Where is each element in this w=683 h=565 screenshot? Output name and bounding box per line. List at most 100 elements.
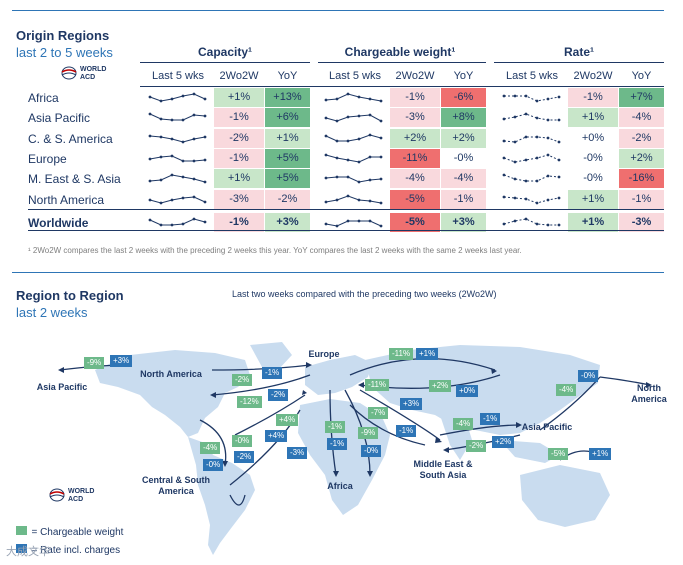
- sparkline: [502, 153, 561, 164]
- r2r-caption: Last two weeks compared with the precedi…: [232, 289, 497, 299]
- label-north-america: North America: [140, 369, 202, 379]
- value-cell: -0%: [583, 151, 603, 164]
- globe-icon: [49, 488, 65, 502]
- label-africa: Africa: [327, 481, 353, 491]
- value-cell: +2%: [441, 128, 486, 148]
- value-cell: +1%: [568, 212, 618, 232]
- globe-icon: [61, 66, 77, 80]
- tag-cw: -1%: [325, 421, 346, 433]
- label-central-south-america: Central & South America: [141, 475, 210, 496]
- col-2wo2w-cw: 2Wo2W: [395, 70, 435, 82]
- tag-rate: +3%: [400, 398, 423, 410]
- value-cell: -3%: [214, 189, 264, 209]
- tag-cw: -9%: [358, 427, 379, 439]
- sparkline-cell: [146, 193, 212, 212]
- value-cell: +5%: [265, 169, 310, 189]
- origin-subtitle: last 2 to 5 weeks: [16, 45, 113, 60]
- tag-cw: -11%: [365, 379, 390, 391]
- value-cell: +13%: [265, 88, 310, 107]
- logo-text: WORLD ACD: [68, 488, 95, 503]
- label-asia-pacific-west: Asia Pacific: [36, 382, 88, 392]
- value-cell: -6%: [441, 88, 486, 107]
- sparkline-cell: [146, 132, 212, 151]
- group-rate: Rate¹: [563, 45, 594, 59]
- value-cell: +7%: [619, 88, 664, 107]
- sparkline-cell: [500, 172, 566, 191]
- value-cell: +1%: [568, 108, 618, 128]
- value-cell: -1%: [441, 189, 486, 209]
- tag-cw: -4%: [453, 418, 474, 430]
- tag-rate: +2%: [492, 436, 515, 448]
- sparkline-cell: [322, 132, 388, 151]
- value-cell: +1%: [568, 189, 618, 209]
- sparkline: [148, 173, 207, 184]
- region-label: Asia Pacific: [28, 111, 91, 126]
- logo-text: WORLD ACD: [80, 66, 107, 81]
- col-yoy-cap: YoY: [277, 70, 298, 82]
- col-2wo2w-rate: 2Wo2W: [573, 70, 613, 82]
- group-capacity: Capacity¹: [197, 45, 253, 59]
- label-north-america-east: North America: [631, 383, 667, 404]
- sparkline: [324, 133, 383, 142]
- value-cell: -1%: [568, 88, 618, 107]
- tag-rate: +3%: [110, 355, 133, 367]
- label-asia-pacific: Asia Pacific: [521, 422, 573, 432]
- value-cell: +1%: [214, 169, 264, 189]
- region-label: M. East & S. Asia: [28, 172, 121, 187]
- sparkline-cell: [322, 172, 388, 191]
- value-cell: +6%: [265, 108, 310, 128]
- tag-cw: -0%: [232, 435, 253, 447]
- value-cell: -16%: [619, 169, 664, 189]
- tag-cw: +4%: [276, 414, 299, 426]
- group-chargeable-weight: Chargeable weight¹: [344, 45, 456, 59]
- sparkline-cell: [146, 152, 212, 171]
- value-cell: -2%: [265, 189, 310, 209]
- tag-rate: -1%: [396, 425, 417, 437]
- sparkline-cell: [146, 91, 212, 110]
- col-last5-cap: Last 5 wks: [152, 70, 204, 82]
- sparkline: [324, 194, 383, 204]
- sparkline: [502, 135, 561, 143]
- sparkline-cell: [146, 216, 212, 235]
- top-divider: [12, 10, 664, 11]
- value-cell: -4%: [619, 108, 664, 128]
- sparkline-cell: [146, 172, 212, 191]
- tag-cw: -9%: [84, 357, 105, 369]
- group-rule-2: [318, 62, 486, 63]
- tag-rate: -1%: [480, 413, 501, 425]
- middle-divider: [12, 272, 664, 273]
- label-middle-east-south-asia: Middle East & South Asia: [413, 459, 473, 480]
- sparkline-cell: [500, 152, 566, 171]
- sparkline: [148, 134, 207, 143]
- sparkline: [502, 94, 561, 103]
- worldwide-rule-bottom: [28, 230, 664, 231]
- value-cell: +0%: [581, 131, 605, 144]
- value-cell: +2%: [390, 128, 440, 148]
- sparkline-cell: [500, 91, 566, 110]
- value-cell: +2%: [619, 148, 664, 168]
- sparkline-cell: [500, 132, 566, 151]
- sparkline-cell: [500, 216, 566, 235]
- value-cell: -4%: [441, 169, 486, 189]
- origin-title: Origin Regions: [16, 28, 110, 43]
- sparkline-cell: [322, 111, 388, 130]
- footnote: ¹ 2Wo2W compares the last 2 weeks with t…: [28, 246, 522, 255]
- legend-rate-label: = Rate incl. charges: [31, 545, 121, 556]
- value-cell: -5%: [390, 212, 440, 232]
- label-europe: Europe: [308, 349, 340, 359]
- tag-cw: -5%: [548, 448, 569, 460]
- sparkline: [324, 113, 383, 123]
- sparkline-cell: [322, 216, 388, 235]
- group-rule-3: [494, 62, 664, 63]
- sparkline: [148, 217, 207, 227]
- value-cell: +8%: [441, 108, 486, 128]
- tag-rate: -3%: [287, 447, 308, 459]
- sparkline: [148, 195, 207, 204]
- value-cell: +5%: [265, 148, 310, 168]
- tag-cw: -2%: [466, 440, 487, 452]
- value-cell: -1%: [214, 212, 264, 232]
- value-cell: -11%: [390, 148, 440, 168]
- sparkline: [324, 153, 383, 164]
- value-cell: -1%: [619, 189, 664, 209]
- col-last5-cw: Last 5 wks: [329, 70, 381, 82]
